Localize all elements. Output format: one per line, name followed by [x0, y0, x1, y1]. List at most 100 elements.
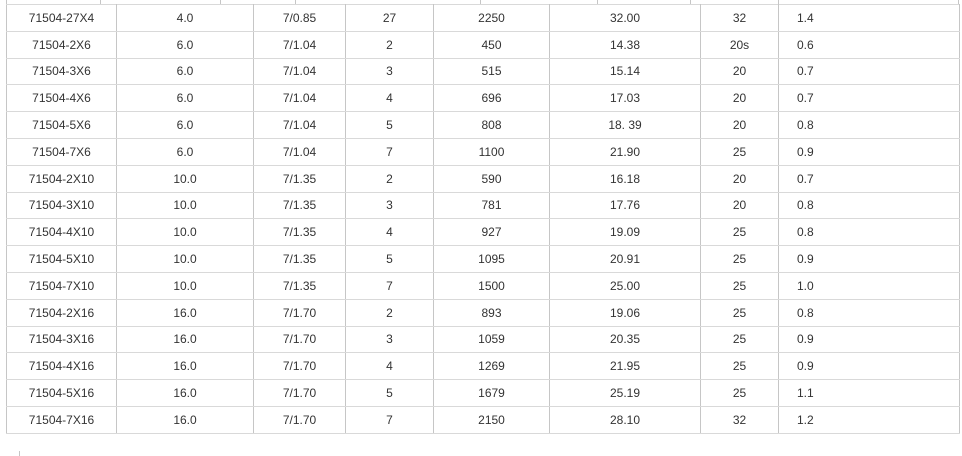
- table-cell: 7/1.04: [253, 57, 346, 86]
- table-cell: 927: [433, 218, 550, 247]
- top-partial-row-border: [597, 0, 598, 4]
- table-row: 71504-4X6 6.0 7/1.04 4 696 17.03 20 0.7: [6, 84, 960, 113]
- table-cell: 1095: [433, 245, 550, 273]
- table-row: 71504-5X6 6.0 7/1.04 5 808 18. 39 20 0.8: [6, 111, 960, 139]
- table-cell: 25: [700, 352, 779, 381]
- table-cell: 71504-2X10: [6, 164, 117, 193]
- table-cell: 10.0: [116, 164, 254, 193]
- table-cell: 3: [345, 325, 434, 354]
- table-cell: 1.0: [778, 271, 960, 300]
- top-partial-row-border: [690, 0, 691, 4]
- table-cell: 0.9: [778, 245, 960, 273]
- table-cell: 20s: [700, 30, 779, 59]
- top-partial-row-border: [480, 0, 481, 4]
- table-cell: 20: [700, 164, 779, 193]
- table-cell: 25: [700, 379, 779, 407]
- table-cell: 1269: [433, 352, 550, 381]
- table-cell: 71504-2X6: [6, 30, 117, 59]
- top-partial-row-border: [778, 0, 779, 4]
- table-cell: 10.0: [116, 245, 254, 273]
- table-cell: 71504-7X6: [6, 137, 117, 166]
- table-cell: 1.4: [778, 4, 960, 32]
- table-cell: 6.0: [116, 57, 254, 86]
- cable-spec-table: 71504-27X4 4.0 7/0.85 27 2250 32.00 32 1.4 71504…: [6, 4, 960, 434]
- table-cell: 25: [700, 218, 779, 247]
- table-cell: 2: [345, 298, 434, 327]
- table-row: 71504-5X16 16.0 7/1.70 5 1679 25.19 25 1.1: [6, 379, 960, 407]
- table-cell: 71504-5X10: [6, 245, 117, 273]
- table-cell: 27: [345, 4, 434, 32]
- table-cell: 7/1.70: [253, 379, 346, 407]
- table-cell: 16.18: [549, 164, 701, 193]
- table-row: 71504-2X6 6.0 7/1.04 2 450 14.38 20s 0.6: [6, 30, 960, 59]
- table-cell: 7/1.04: [253, 30, 346, 59]
- table-cell: 7/1.70: [253, 352, 346, 381]
- table-cell: 32: [700, 4, 779, 32]
- table-cell: 71504-3X10: [6, 191, 117, 220]
- table-cell: 7/1.04: [253, 84, 346, 113]
- table-cell: 21.90: [549, 137, 701, 166]
- table-body: 71504-27X4 4.0 7/0.85 27 2250 32.00 32 1.4 71504…: [6, 4, 960, 434]
- table-cell: 7/1.04: [253, 111, 346, 139]
- top-partial-row-border: [295, 0, 296, 4]
- table-cell: 5: [345, 111, 434, 139]
- table-cell: 71504-4X6: [6, 84, 117, 113]
- table-cell: 14.38: [549, 30, 701, 59]
- table-cell: 6.0: [116, 137, 254, 166]
- table-cell: 3: [345, 191, 434, 220]
- table-cell: 25: [700, 245, 779, 273]
- table-row: 71504-27X4 4.0 7/0.85 27 2250 32.00 32 1.4: [6, 4, 960, 32]
- table-cell: 71504-7X16: [6, 405, 117, 434]
- table-cell: 20: [700, 57, 779, 86]
- table-cell: 10.0: [116, 218, 254, 247]
- table-cell: 6.0: [116, 111, 254, 139]
- table-cell: 7: [345, 137, 434, 166]
- table-cell: 0.6: [778, 30, 960, 59]
- table-cell: 71504-27X4: [6, 4, 117, 32]
- table-cell: 4.0: [116, 4, 254, 32]
- table-cell: 71504-2X16: [6, 298, 117, 327]
- table-cell: 3: [345, 57, 434, 86]
- table-cell: 4: [345, 218, 434, 247]
- table-cell: 0.8: [778, 218, 960, 247]
- bottom-partial-row-border: [19, 451, 20, 456]
- top-partial-row-border: [220, 0, 221, 4]
- table-cell: 7/1.35: [253, 245, 346, 273]
- table-cell: 71504-4X10: [6, 218, 117, 247]
- table-cell: 1059: [433, 325, 550, 354]
- top-partial-row-border: [958, 0, 959, 4]
- table-row: 71504-2X10 10.0 7/1.35 2 590 16.18 20 0.7: [6, 164, 960, 193]
- table-cell: 71504-3X6: [6, 57, 117, 86]
- table-cell: 1100: [433, 137, 550, 166]
- table-cell: 0.9: [778, 325, 960, 354]
- table-cell: 7/1.35: [253, 164, 346, 193]
- table-cell: 16.0: [116, 298, 254, 327]
- table-cell: 71504-7X10: [6, 271, 117, 300]
- table-cell: 10.0: [116, 191, 254, 220]
- table-cell: 71504-3X16: [6, 325, 117, 354]
- table-cell: 7/1.70: [253, 325, 346, 354]
- table-cell: 515: [433, 57, 550, 86]
- table-cell: 25: [700, 271, 779, 300]
- table-cell: 7/1.70: [253, 405, 346, 434]
- table-cell: 28.10: [549, 405, 701, 434]
- table-cell: 20: [700, 84, 779, 113]
- table-cell: 2150: [433, 405, 550, 434]
- table-cell: 7/1.70: [253, 298, 346, 327]
- table-cell: 25: [700, 298, 779, 327]
- table-cell: 893: [433, 298, 550, 327]
- table-cell: 7/1.35: [253, 218, 346, 247]
- table-row: 71504-2X16 16.0 7/1.70 2 893 19.06 25 0.8: [6, 298, 960, 327]
- table-cell: 7/1.04: [253, 137, 346, 166]
- table-cell: 7/0.85: [253, 4, 346, 32]
- table-cell: 17.03: [549, 84, 701, 113]
- table-cell: 1679: [433, 379, 550, 407]
- table-cell: 20.35: [549, 325, 701, 354]
- table-cell: 20.91: [549, 245, 701, 273]
- table-cell: 21.95: [549, 352, 701, 381]
- table-cell: 7/1.35: [253, 271, 346, 300]
- table-cell: 1500: [433, 271, 550, 300]
- table-cell: 71504-5X16: [6, 379, 117, 407]
- table-cell: 2250: [433, 4, 550, 32]
